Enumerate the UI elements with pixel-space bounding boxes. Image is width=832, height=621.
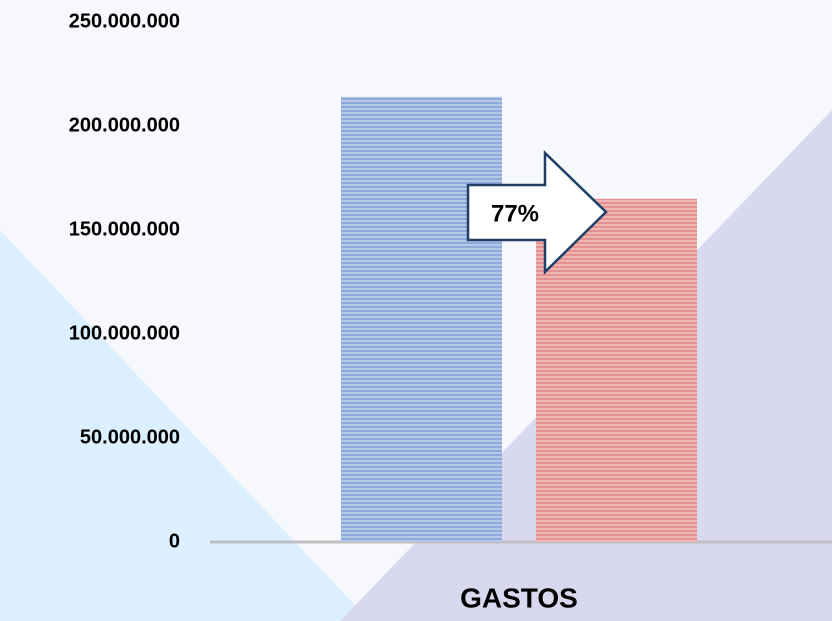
arrow-shape xyxy=(466,150,608,275)
y-tick-label: 150.000.000 xyxy=(69,218,180,240)
annotation-label: 77% xyxy=(491,200,539,227)
background-shape xyxy=(0,230,370,621)
bar-texture xyxy=(341,96,502,542)
x-tick-label: GASTOS xyxy=(460,582,578,613)
y-tick-label: 0 xyxy=(169,530,180,552)
y-tick-label: 250.000.000 xyxy=(69,10,180,32)
y-tick-label: 200.000.000 xyxy=(69,114,180,136)
annotation-arrow: 77% xyxy=(466,150,608,275)
y-tick-label: 50.000.000 xyxy=(80,426,180,448)
y-tick-label: 100.000.000 xyxy=(69,322,180,344)
